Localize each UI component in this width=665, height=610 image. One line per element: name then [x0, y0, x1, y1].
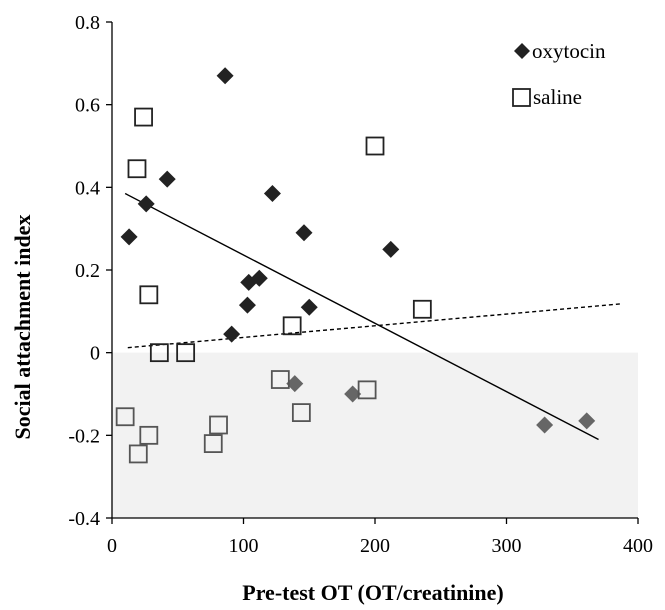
x-tick-label: 300: [492, 535, 522, 557]
y-tick-label: -0.4: [68, 508, 100, 530]
data-point-oxytocin: [137, 195, 155, 213]
data-point-saline: [282, 316, 302, 336]
data-point-saline: [357, 380, 377, 400]
data-point-saline: [209, 415, 228, 435]
data-point-oxytocin: [300, 298, 318, 316]
y-axis-title: Social attachment index: [10, 215, 35, 440]
x-tick-label: 200: [360, 535, 390, 557]
data-point-saline: [134, 107, 153, 127]
data-point-oxytocin: [344, 385, 362, 403]
x-tick-label: 400: [623, 535, 653, 557]
legend-item-saline: saline: [512, 85, 582, 109]
data-point-saline: [291, 403, 311, 423]
data-point-oxytocin: [578, 412, 596, 430]
y-tick-label: 0: [90, 343, 100, 365]
x-axis-title: Pre-test OT (OT/creatinine): [242, 580, 504, 605]
data-point-oxytocin: [295, 224, 313, 242]
data-points: [115, 67, 596, 464]
y-tick-label: 0.6: [75, 95, 100, 117]
data-point-saline: [128, 444, 148, 464]
data-point-saline: [139, 425, 159, 445]
data-point-oxytocin: [536, 416, 554, 434]
legend-item-oxytocin: oxytocin: [514, 39, 606, 63]
data-point-oxytocin: [240, 273, 258, 291]
y-tick-label: -0.2: [68, 425, 100, 447]
x-axis: 0 100 200 300 400: [107, 517, 653, 557]
x-tick-label: 0: [107, 535, 117, 557]
data-point-saline: [412, 299, 432, 319]
data-point-oxytocin: [158, 170, 176, 188]
data-point-oxytocin: [216, 67, 234, 85]
data-point-saline: [127, 159, 147, 179]
data-point-oxytocin: [263, 185, 281, 203]
data-point-oxytocin: [382, 240, 400, 258]
trendlines: [124, 192, 621, 441]
data-point-saline: [203, 434, 223, 454]
data-point-saline: [115, 407, 135, 427]
y-tick-label: 0.4: [75, 177, 100, 199]
legend-label-saline: saline: [533, 85, 582, 109]
legend: oxytocin saline: [512, 39, 606, 109]
data-point-saline: [365, 136, 385, 156]
legend-label-oxytocin: oxytocin: [532, 39, 606, 63]
data-point-oxytocin: [250, 269, 268, 287]
trendline-oxytocin: [124, 192, 599, 441]
y-tick-label: 0.8: [75, 12, 100, 34]
data-point-saline: [149, 343, 169, 363]
data-point-oxytocin: [223, 325, 241, 343]
y-axis: -0.4 -0.2 0 0.2 0.4 0.6 0.8: [68, 12, 113, 530]
x-tick-label: 100: [229, 535, 259, 557]
legend-saline-square-icon: [512, 88, 531, 107]
legend-oxytocin-diamond-icon: [514, 43, 530, 59]
data-point-oxytocin: [120, 228, 138, 246]
data-point-saline: [270, 370, 290, 389]
data-point-saline: [176, 343, 196, 363]
data-point-oxytocin: [238, 296, 256, 314]
data-point-saline: [139, 285, 159, 305]
data-point-oxytocin: [286, 375, 304, 393]
trendline-saline: [127, 303, 621, 349]
y-tick-label: 0.2: [75, 260, 100, 282]
negative-region-shading: [112, 352, 638, 518]
